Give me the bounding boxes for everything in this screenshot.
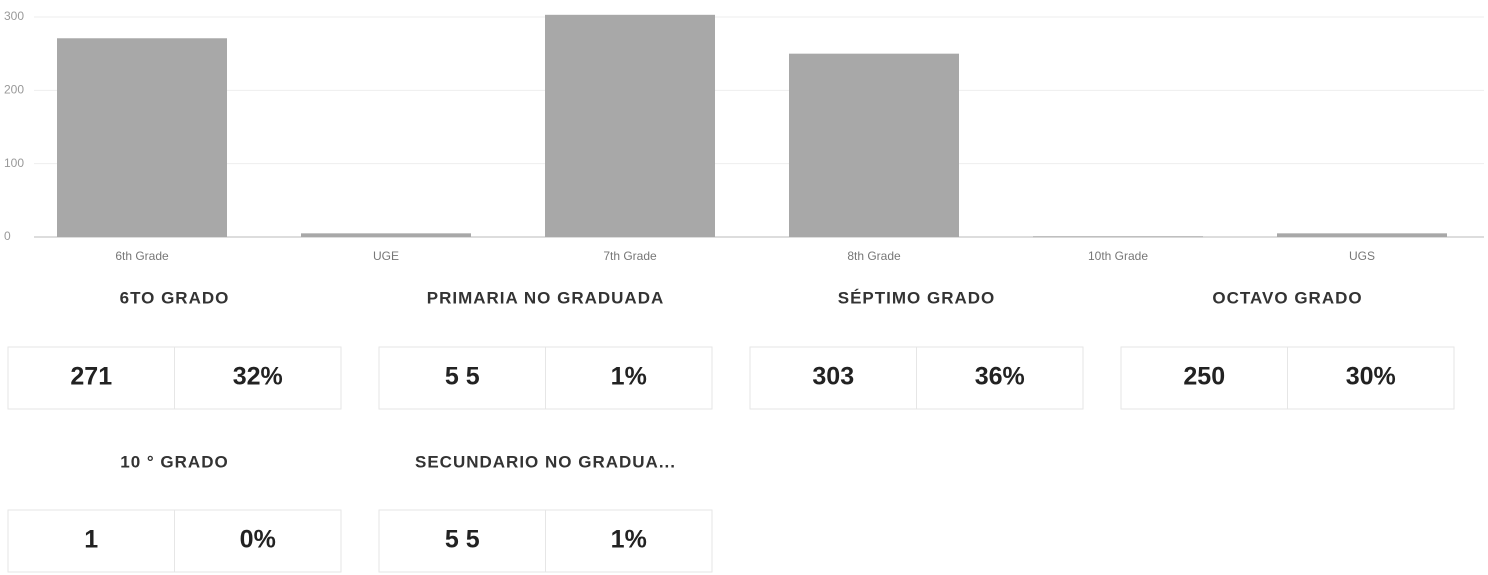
card-cell: [749, 346, 917, 410]
bar: [1277, 233, 1447, 237]
card-cell: [916, 346, 1084, 410]
card-cell: [7, 346, 175, 410]
card-count: 1: [84, 526, 98, 554]
bar: [545, 14, 715, 237]
card-count: 303: [812, 363, 854, 391]
card-percent: 0%: [240, 526, 276, 554]
card-cell: [174, 346, 342, 410]
card-title: SECUNDARIO NO GRADUA...: [415, 452, 676, 471]
card-count: 250: [1183, 363, 1225, 391]
y-tick-label: 300: [4, 9, 24, 23]
card-title: 6TO GRADO: [120, 288, 230, 307]
card-count: 5 5: [445, 526, 480, 554]
card-cell: [7, 509, 175, 573]
card-title: 10 ° GRADO: [120, 452, 228, 471]
card-title: OCTAVO GRADO: [1212, 288, 1362, 307]
bar: [1033, 236, 1203, 238]
x-tick-label: UGE: [373, 249, 399, 263]
card-cell: [545, 509, 713, 573]
card-cell: [378, 509, 546, 573]
card-percent: 36%: [975, 363, 1025, 391]
card-cell: [378, 346, 546, 410]
card-count: 271: [70, 363, 112, 391]
card-cell: [174, 509, 342, 573]
card-cell: [545, 346, 713, 410]
bar: [301, 233, 471, 237]
x-tick-label: 7th Grade: [603, 249, 657, 263]
x-tick-label: 10th Grade: [1088, 249, 1148, 263]
x-tick-label: 8th Grade: [847, 249, 901, 263]
x-tick-label: 6th Grade: [115, 249, 169, 263]
bar: [57, 38, 227, 238]
card-title: SÉPTIMO GRADO: [838, 288, 996, 307]
card-percent: 30%: [1346, 363, 1396, 391]
card-cell: [1120, 346, 1288, 410]
card-percent: 32%: [233, 363, 283, 391]
card-percent: 1%: [611, 526, 647, 554]
x-tick-label: UGS: [1349, 249, 1375, 263]
y-tick-label: 200: [4, 83, 24, 97]
bar: [789, 53, 959, 237]
card-cell: [1287, 346, 1455, 410]
card-percent: 1%: [611, 363, 647, 391]
card-title: PRIMARIA NO GRADUADA: [427, 288, 665, 307]
card-count: 5 5: [445, 363, 480, 391]
y-tick-label: 0: [4, 229, 11, 243]
y-tick-label: 100: [4, 156, 24, 170]
